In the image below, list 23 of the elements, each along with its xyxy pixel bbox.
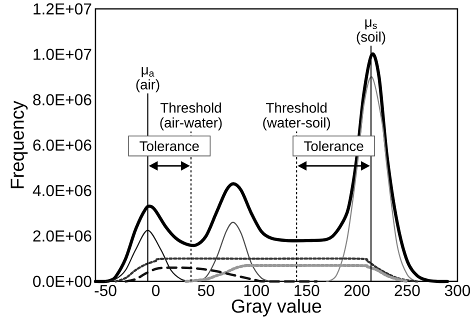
x-tick-label: 250 bbox=[394, 284, 420, 296]
y-tick-label: 6.0E+06 bbox=[33, 139, 92, 151]
annotation: Tolerance bbox=[140, 140, 199, 152]
y-axis-title: Frequency bbox=[10, 100, 28, 188]
x-tick-label: 200 bbox=[344, 284, 370, 296]
x-tick-label: 150 bbox=[294, 284, 320, 296]
y-tick-label: 2.0E+06 bbox=[33, 230, 92, 242]
x-tick-label: 300 bbox=[444, 284, 470, 296]
ref-line-label: μ$_{s}$ (soil) bbox=[356, 19, 386, 44]
x-tick-label: -50 bbox=[94, 284, 116, 296]
x-tick-label: 100 bbox=[244, 284, 269, 296]
y-tick-label: 0.0E+00 bbox=[33, 276, 92, 287]
x-tick-label: 50 bbox=[198, 284, 214, 296]
x-tick-label: 0 bbox=[152, 284, 160, 296]
ref-line-label: Threshold (water-soil) bbox=[263, 102, 330, 130]
ref-line-label: μ$_{a}$ (air) bbox=[136, 67, 160, 92]
y-tick-label: 1.0E+07 bbox=[34, 48, 92, 60]
y-tick-label: 1.2E+07 bbox=[34, 3, 92, 14]
y-tick-label: 4.0E+06 bbox=[32, 184, 92, 196]
ref-line-label: Threshold (air-water) bbox=[160, 102, 222, 130]
x-axis-title: Gray value bbox=[232, 298, 322, 316]
annotation: Tolerance bbox=[304, 140, 364, 152]
y-tick-label: 8.0E+06 bbox=[33, 94, 92, 106]
